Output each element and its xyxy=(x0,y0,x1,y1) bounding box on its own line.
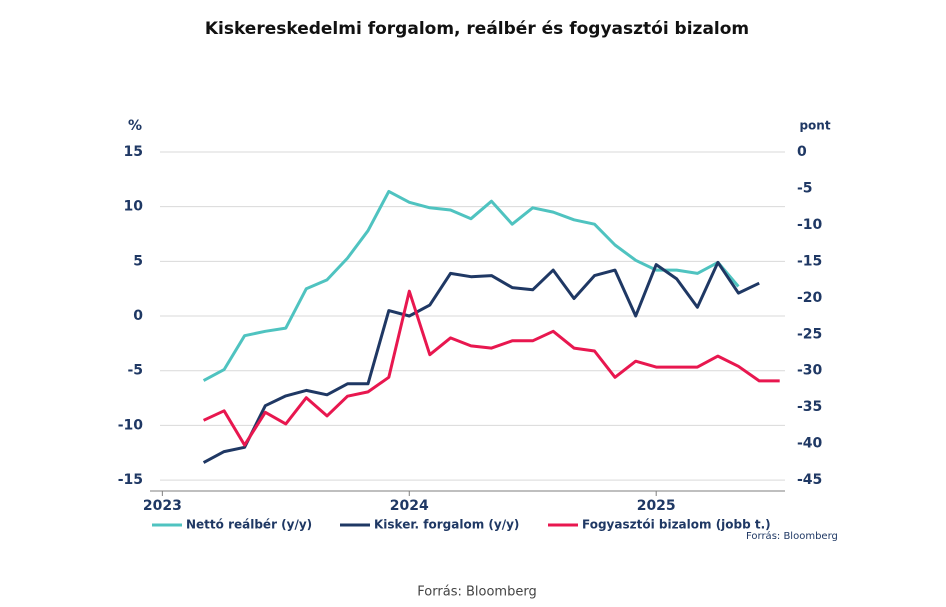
y-tick-label: 5 xyxy=(133,253,143,269)
series-line xyxy=(202,260,760,464)
y-axis-label: % xyxy=(128,118,142,134)
y2-tick-label: -30 xyxy=(797,363,823,379)
x-tick-label: 2025 xyxy=(637,498,676,514)
chart-title: Kiskereskedelmi forgalom, reálbér és fog… xyxy=(205,19,749,39)
y2-tick-label: -20 xyxy=(797,290,823,306)
legend-label: Fogyasztói bizalom (jobb t.) xyxy=(582,518,771,532)
x-tick-label: 2023 xyxy=(143,498,182,514)
y2-axis-label: pont xyxy=(799,119,830,133)
y2-tick-label: 0 xyxy=(797,144,807,160)
y2-tick-label: -15 xyxy=(797,253,822,269)
y2-tick-label: -25 xyxy=(797,326,822,342)
y2-tick-label: -45 xyxy=(797,472,822,488)
series-line xyxy=(202,289,780,447)
y-tick-label: 15 xyxy=(124,144,143,160)
y-tick-label: 10 xyxy=(124,199,144,215)
caption: Forrás: Bloomberg xyxy=(417,585,536,600)
x-tick-label: 2024 xyxy=(390,498,429,514)
y2-tick-label: -5 xyxy=(797,180,813,196)
legend-label: Nettó reálbér (y/y) xyxy=(186,518,312,532)
legend-label: Kisker. forgalom (y/y) xyxy=(374,518,519,532)
y2-tick-label: -10 xyxy=(797,217,823,233)
series-line xyxy=(202,189,740,382)
y2-tick-label: -40 xyxy=(797,436,823,452)
y-tick-label: -15 xyxy=(118,472,143,488)
y-tick-label: -10 xyxy=(118,417,144,433)
y-tick-label: -5 xyxy=(127,363,143,379)
source-note: Forrás: Bloomberg xyxy=(746,530,838,542)
y2-tick-label: -35 xyxy=(797,399,822,415)
y-tick-label: 0 xyxy=(133,308,143,324)
